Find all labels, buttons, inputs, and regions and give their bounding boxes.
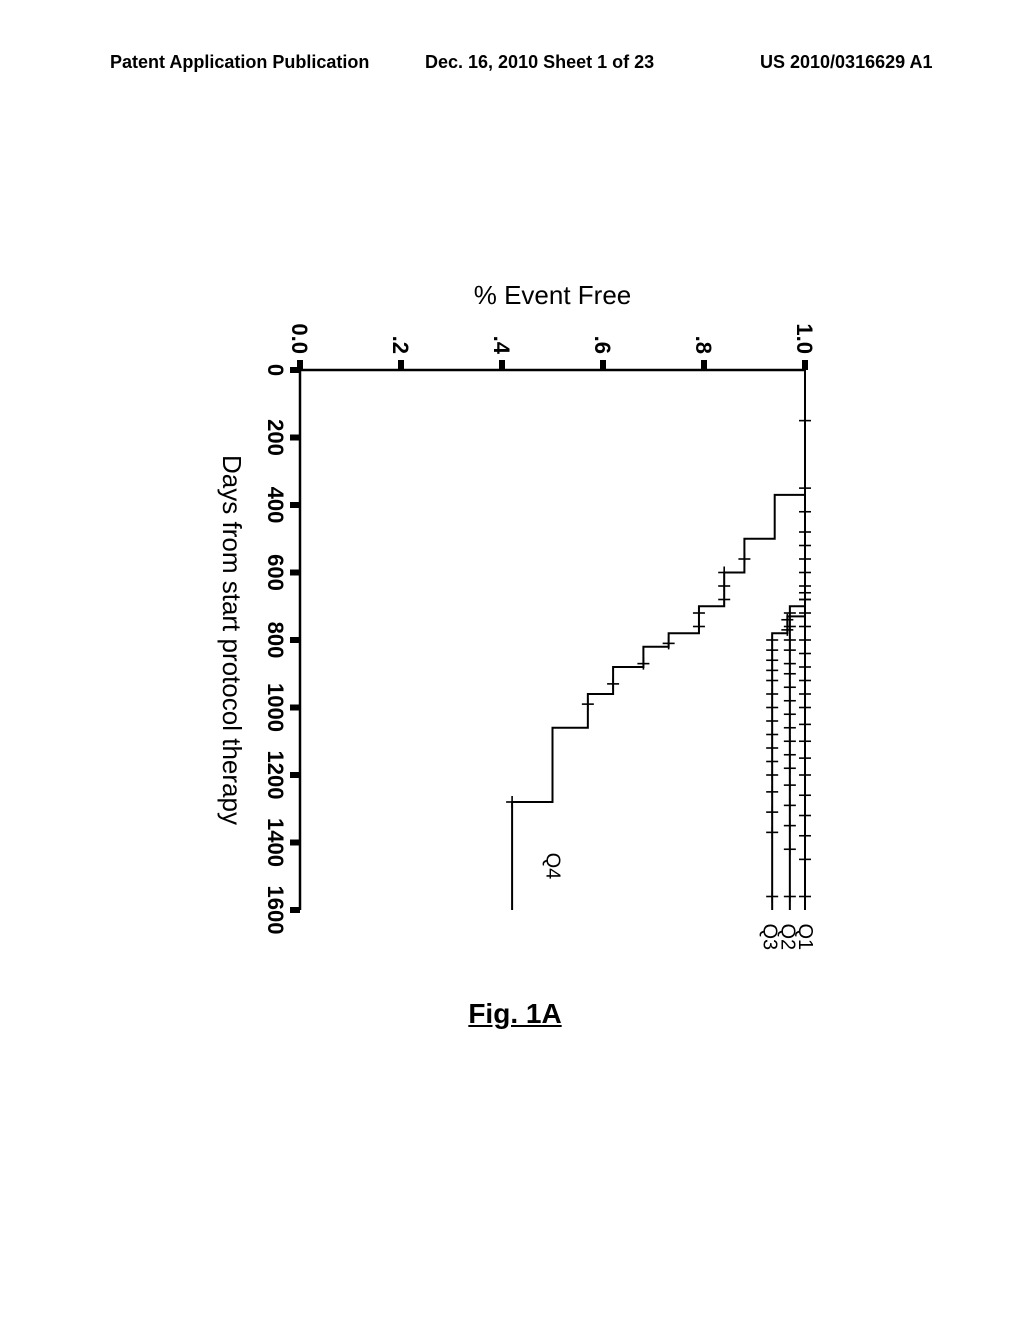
svg-text:1400: 1400 xyxy=(263,818,288,867)
rotated-plot: 0.0 .2 .4 .6 .8 1.0 0 200 400 600 800 1000 1200 1400 1… xyxy=(205,280,825,980)
svg-text:0: 0 xyxy=(263,364,288,376)
svg-text:.4: .4 xyxy=(489,336,514,355)
svg-text:Q4: Q4 xyxy=(542,853,564,880)
header-left: Patent Application Publication xyxy=(110,52,369,73)
svg-text:200: 200 xyxy=(263,419,288,456)
svg-text:.2: .2 xyxy=(388,336,413,354)
svg-text:0.0: 0.0 xyxy=(287,323,312,354)
svg-text:% Event Free: % Event Free xyxy=(474,280,632,310)
figure-container: 0.0 .2 .4 .6 .8 1.0 0 200 400 600 800 1000 1200 1400 1… xyxy=(130,220,900,1040)
svg-text:600: 600 xyxy=(263,554,288,591)
svg-text:1600: 1600 xyxy=(263,886,288,935)
svg-text:1200: 1200 xyxy=(263,751,288,800)
svg-text:.8: .8 xyxy=(691,336,716,354)
svg-text:Q3: Q3 xyxy=(759,924,781,951)
kaplan-meier-chart: 0.0 .2 .4 .6 .8 1.0 0 200 400 600 800 1000 1200 1400 1… xyxy=(205,280,825,980)
svg-text:Days from start protocol thera: Days from start protocol therapy xyxy=(217,455,247,825)
figure-caption: Fig. 1A xyxy=(468,998,561,1030)
svg-text:800: 800 xyxy=(263,622,288,659)
header-center: Dec. 16, 2010 Sheet 1 of 23 xyxy=(425,52,654,73)
svg-text:400: 400 xyxy=(263,487,288,524)
svg-text:.6: .6 xyxy=(590,336,615,354)
svg-text:1000: 1000 xyxy=(263,683,288,732)
header-right: US 2010/0316629 A1 xyxy=(760,52,932,73)
svg-text:1.0: 1.0 xyxy=(792,323,817,354)
